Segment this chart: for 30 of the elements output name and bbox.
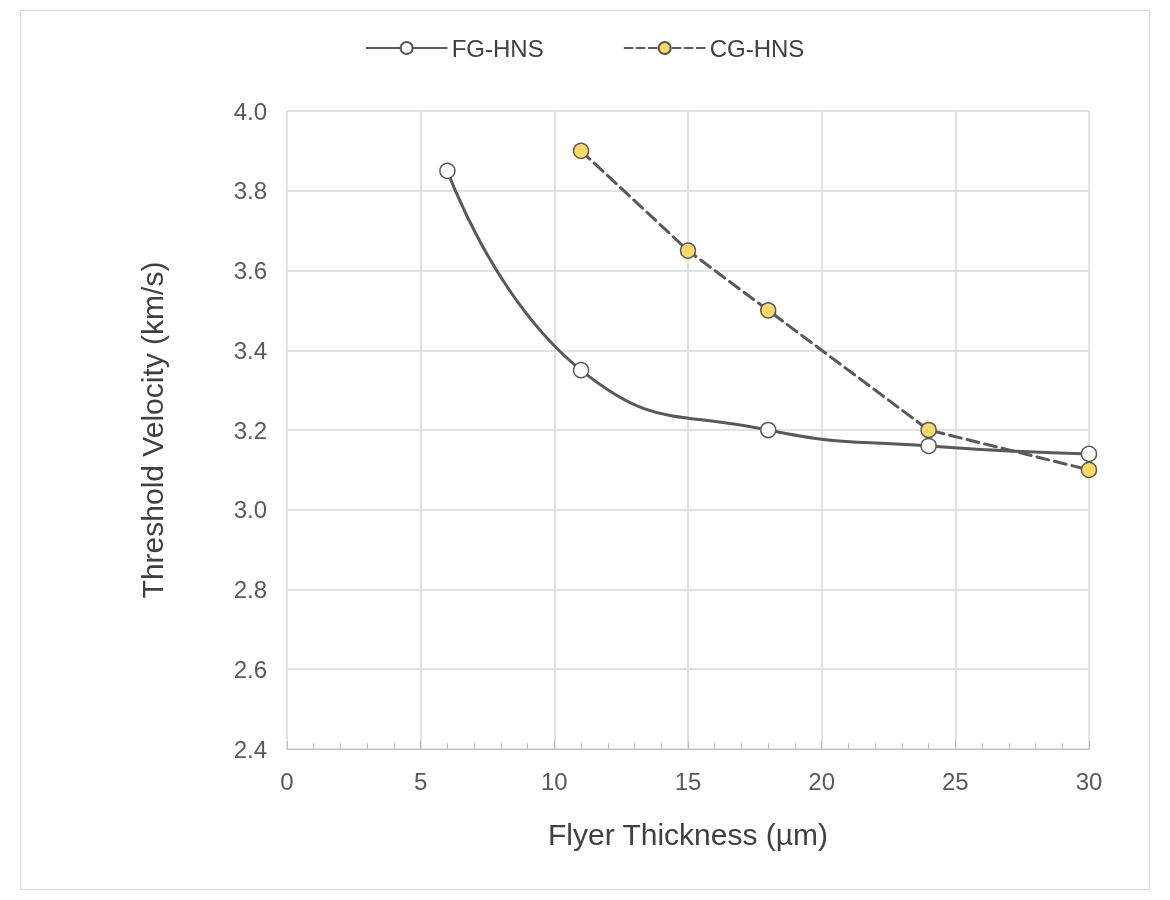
point — [759, 302, 777, 319]
point — [920, 421, 937, 439]
y-tick-label: 3.8 — [233, 177, 267, 205]
x-tick-label: 25 — [941, 767, 969, 795]
point — [572, 361, 590, 379]
y-axis-title: Threshold Velocity (km/s) — [135, 261, 169, 599]
legend-label: FG-HNS — [451, 34, 544, 62]
y-tick-label: 2.8 — [233, 576, 267, 603]
point — [759, 421, 777, 439]
x-axis-title: Flyer Thickness (µm) — [547, 817, 829, 851]
y-tick-label: 3.6 — [233, 257, 267, 284]
y-tick-label: 2.6 — [233, 655, 267, 683]
point — [572, 142, 590, 160]
point — [1080, 445, 1098, 463]
x-tick-label: 20 — [808, 767, 836, 795]
legend-label: CG-HNS — [709, 34, 805, 62]
x-tick-label: 30 — [1075, 767, 1103, 795]
y-tick-label: 3.2 — [233, 416, 267, 444]
x-tick-label: 0 — [280, 767, 294, 795]
y-tick-label: 3.4 — [233, 336, 267, 364]
y-tick-label: 2.4 — [233, 735, 267, 763]
point — [439, 162, 456, 180]
x-tick-label: 15 — [674, 767, 702, 795]
y-tick-label: 4.0 — [233, 97, 267, 125]
point — [679, 242, 697, 259]
point — [1080, 461, 1098, 479]
point — [920, 437, 937, 455]
x-tick-label: 10 — [540, 767, 568, 795]
y-tick-label: 3.0 — [233, 496, 267, 524]
x-tick-label: 5 — [413, 767, 428, 795]
